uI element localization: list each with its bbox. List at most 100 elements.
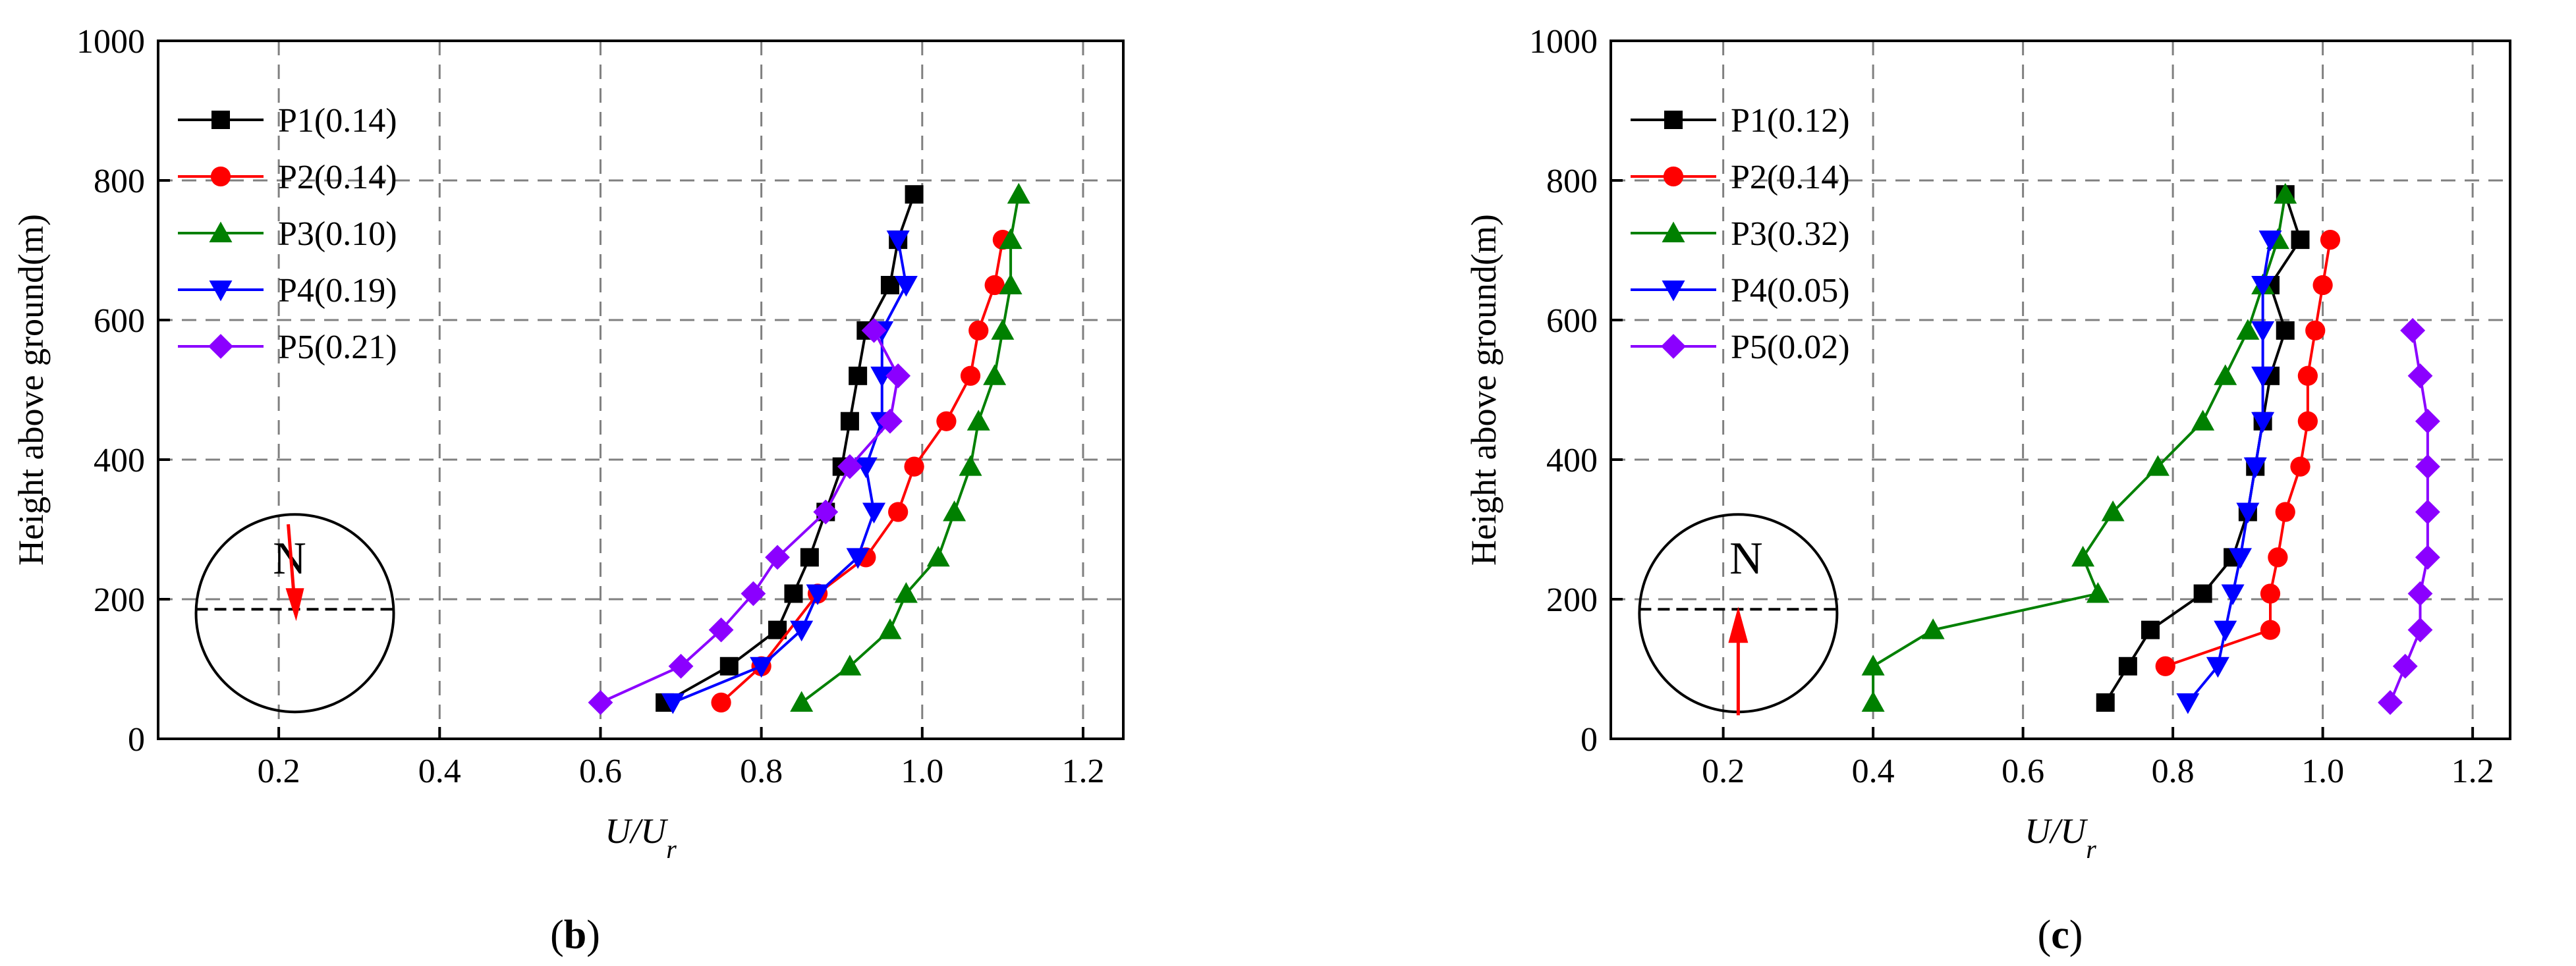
- data-point-3: [983, 364, 1007, 385]
- data-point-4: [894, 276, 918, 297]
- data-point-4: [2251, 366, 2275, 388]
- data-point-4: [661, 693, 685, 714]
- data-point-5: [861, 318, 887, 343]
- legend-label-5: P5(0.21): [278, 329, 397, 366]
- data-point-3: [2274, 182, 2297, 204]
- data-point-3: [966, 410, 990, 431]
- x-tick-label: 1.0: [901, 753, 943, 790]
- data-point-1: [2096, 693, 2115, 712]
- y-tick-label: 800: [94, 163, 145, 200]
- legend-label-4: P4(0.19): [278, 272, 397, 309]
- data-point-1: [2291, 230, 2310, 250]
- data-point-4: [2214, 620, 2237, 642]
- data-point-5: [2378, 689, 2403, 715]
- y-tick-label: 0: [128, 721, 145, 759]
- x-axis-label: U/Ur: [605, 811, 677, 864]
- data-point-1: [880, 276, 899, 294]
- data-point-3: [838, 655, 862, 676]
- data-point-3: [1921, 618, 1945, 639]
- data-point-3: [2146, 455, 2170, 476]
- series-line-5: [2389, 330, 2429, 703]
- data-point-2: [2312, 275, 2333, 296]
- legend-marker-4: [1662, 281, 1685, 302]
- data-point-2: [2290, 456, 2310, 477]
- data-point-4: [2176, 693, 2200, 714]
- data-point-4: [2229, 548, 2252, 569]
- data-point-5: [2400, 318, 2426, 343]
- data-point-2: [968, 320, 989, 341]
- data-point-5: [837, 454, 862, 479]
- x-tick-label: 0.2: [1702, 753, 1745, 790]
- data-point-2: [2260, 620, 2281, 640]
- arrow-head-icon: [285, 588, 304, 622]
- x-tick-label: 1.2: [2451, 753, 2494, 790]
- panel-label: (c): [2038, 913, 2083, 957]
- data-point-5: [2415, 408, 2440, 434]
- data-point-3: [999, 273, 1022, 294]
- legend-marker-1: [1664, 111, 1683, 129]
- data-point-5: [813, 499, 839, 525]
- data-point-5: [2407, 617, 2433, 643]
- data-point-5: [765, 545, 790, 570]
- data-point-5: [2407, 581, 2433, 606]
- data-point-1: [2193, 584, 2212, 603]
- data-point-3: [2236, 319, 2260, 340]
- data-point-2: [711, 692, 731, 712]
- data-point-2: [2320, 229, 2341, 250]
- compass-circle: [194, 513, 395, 714]
- data-point-4: [2243, 457, 2267, 479]
- data-point-4: [790, 620, 814, 642]
- data-point-4: [862, 502, 886, 523]
- y-tick-label: 400: [94, 442, 145, 479]
- compass-north-label: N: [1729, 533, 1763, 584]
- x-tick-label: 0.6: [2002, 753, 2044, 790]
- data-point-4: [2236, 502, 2260, 523]
- series-line-1: [664, 194, 916, 704]
- x-tick-label: 1.0: [2301, 753, 2344, 790]
- y-tick-label: 200: [94, 581, 145, 619]
- y-axis-label: Height above ground(m): [1464, 214, 1503, 566]
- data-point-5: [2392, 653, 2418, 679]
- data-point-1: [719, 657, 739, 676]
- legend-label-1: P1(0.12): [1731, 102, 1850, 140]
- legend-label-3: P3(0.32): [1731, 215, 1850, 253]
- x-tick-label: 0.8: [740, 753, 783, 790]
- legend-marker-1: [211, 111, 230, 129]
- panel-label: (b): [550, 913, 600, 957]
- data-point-2: [984, 275, 1005, 296]
- series-line-2: [720, 239, 1004, 704]
- data-point-3: [878, 618, 902, 639]
- data-point-5: [2415, 545, 2440, 570]
- data-point-2: [904, 456, 924, 477]
- legend-marker-5: [1661, 334, 1686, 359]
- x-tick-label: 0.6: [579, 753, 622, 790]
- data-point-2: [2305, 320, 2326, 341]
- x-tick-label: 0.2: [258, 753, 300, 790]
- data-point-1: [2276, 321, 2295, 340]
- data-point-3: [926, 545, 950, 567]
- data-point-5: [668, 653, 694, 679]
- legend-label-5: P5(0.02): [1731, 329, 1850, 366]
- y-tick-label: 800: [1546, 163, 1598, 200]
- arrow-head-icon: [1728, 606, 1749, 643]
- data-point-4: [806, 584, 829, 606]
- data-point-1: [2118, 657, 2137, 676]
- chart-panel-b: 0.2 0.4 0.6 0.8 1.0 1.2 0 200 400 600 800 1000 U/Ur H…: [11, 23, 1125, 957]
- legend-label-4: P4(0.05): [1731, 272, 1850, 309]
- y-tick-label: 0: [1581, 721, 1598, 759]
- data-point-3: [2191, 410, 2215, 431]
- data-point-4: [2251, 321, 2275, 342]
- data-point-3: [2101, 500, 2125, 522]
- x-axis-label: U/Ur: [2025, 811, 2096, 864]
- data-point-3: [790, 691, 814, 712]
- data-point-4: [854, 457, 878, 479]
- legend-label-2: P2(0.14): [1731, 159, 1850, 196]
- data-point-2: [960, 365, 981, 386]
- series-line-5: [600, 329, 900, 704]
- legend-label-3: P3(0.10): [278, 215, 397, 253]
- data-point-2: [2297, 365, 2318, 386]
- plot-frame: [1610, 40, 2511, 740]
- data-point-3: [943, 500, 966, 522]
- y-tick-label: 400: [1546, 442, 1598, 479]
